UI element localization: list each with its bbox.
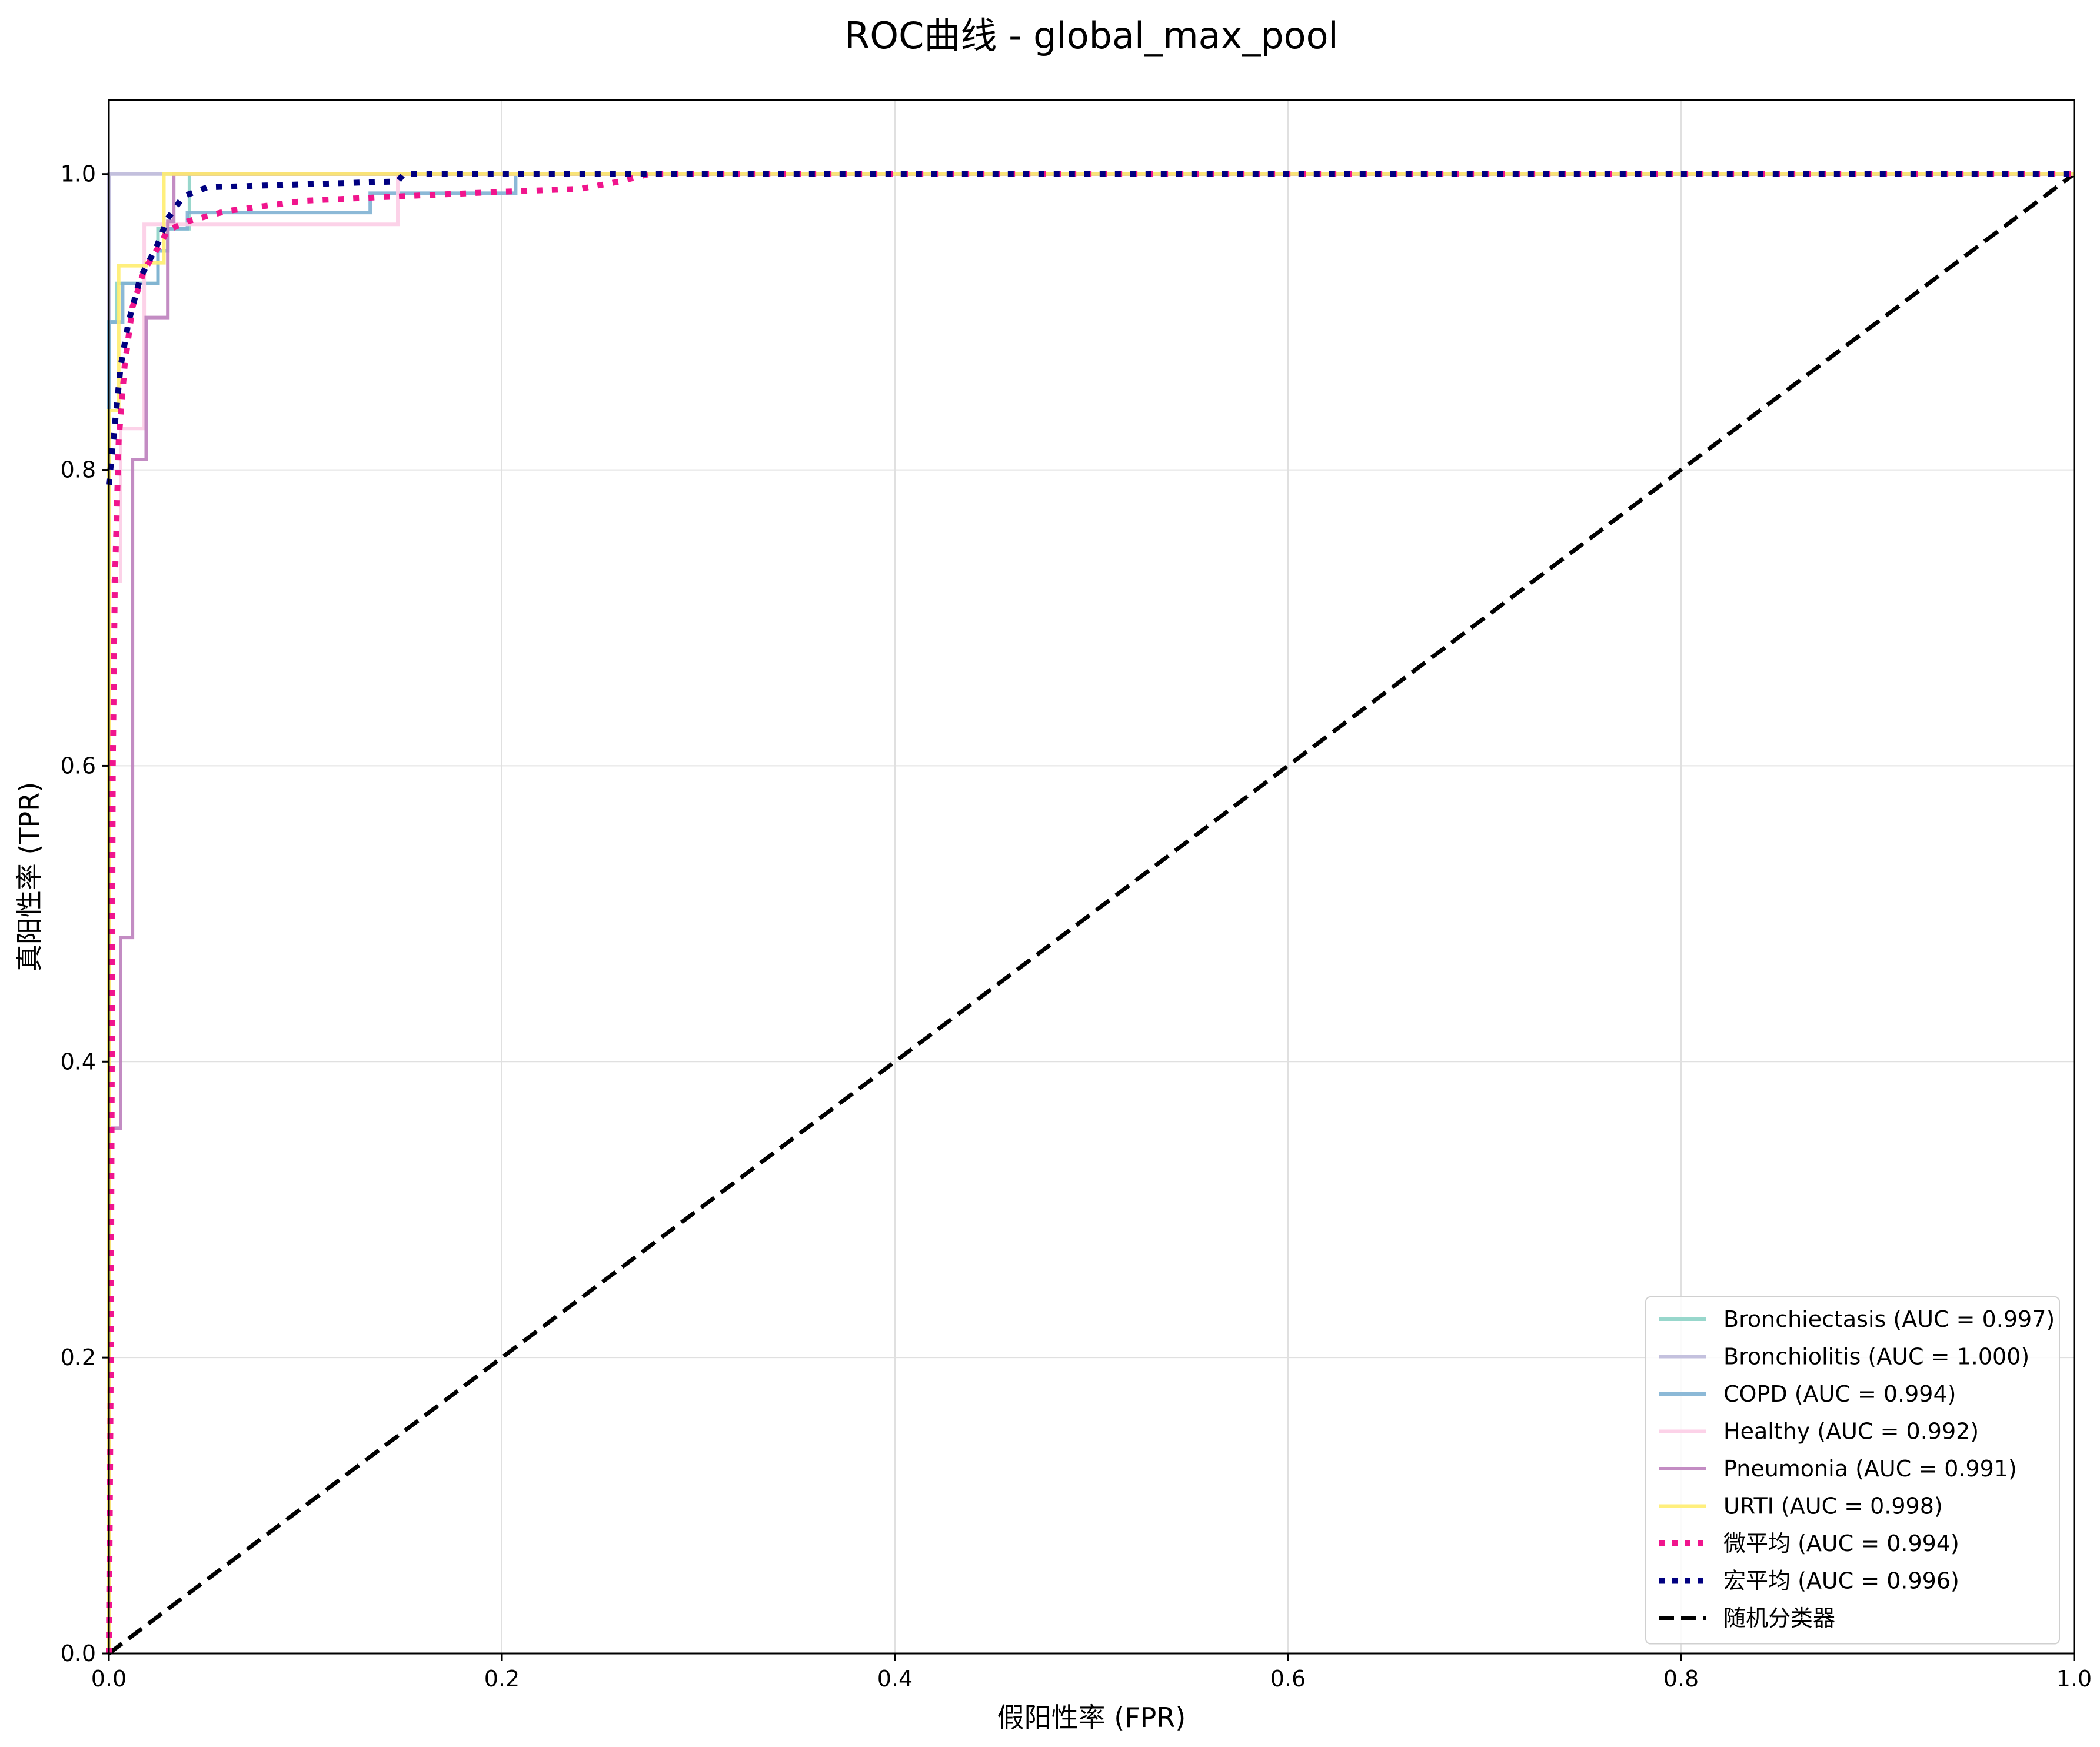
plot-frame — [108, 99, 2075, 1655]
reference-layer — [107, 172, 2076, 1655]
chart-title: ROC曲线 - global_max_pool — [844, 14, 1339, 57]
axis-ticks: 0.0 0.2 0.4 0.6 0.8 1.0 0.0 0.2 0.4 0.6 0.8 1.0 — [61, 161, 2092, 1692]
legend: Bronchiectasis (AUC = 0.997) Bronchioliti… — [1645, 1296, 2060, 1645]
legend-label: 宏平均 (AUC = 0.996) — [1723, 1568, 1959, 1594]
y-tick-label: 1.0 — [61, 161, 96, 187]
x-tick-label: 0.0 — [91, 1666, 127, 1692]
x-tick-label: 0.8 — [1663, 1666, 1699, 1692]
y-axis-label: 真阳性率 (TPR) — [14, 782, 45, 971]
legend-label: Bronchiectasis (AUC = 0.997) — [1723, 1306, 2055, 1332]
series-line-6 — [107, 172, 2074, 1653]
legend-label: Healthy (AUC = 0.992) — [1723, 1419, 1979, 1445]
legend-label: Pneumonia (AUC = 0.991) — [1723, 1456, 2017, 1482]
x-tick-label: 1.0 — [2056, 1666, 2092, 1692]
x-tick-label: 0.6 — [1270, 1666, 1306, 1692]
y-tick-label: 0.2 — [61, 1345, 96, 1370]
x-axis-label: 假阳性率 (FPR) — [997, 1702, 1186, 1733]
series-line-8 — [106, 171, 2074, 485]
legend-box — [1645, 1296, 2060, 1645]
y-tick-label: 0.8 — [61, 457, 96, 483]
y-tick-label: 0.4 — [61, 1049, 96, 1074]
y-tick-label: 0.6 — [61, 753, 96, 778]
series-line-9 — [107, 172, 2076, 1655]
legend-label: COPD (AUC = 0.994) — [1723, 1381, 1956, 1407]
x-tick-label: 0.4 — [877, 1666, 913, 1692]
legend-label: Bronchiolitis (AUC = 1.000) — [1723, 1344, 2029, 1370]
legend-label: URTI (AUC = 0.998) — [1723, 1493, 1943, 1519]
legend-label: 微平均 (AUC = 0.994) — [1723, 1530, 1959, 1556]
series-line-5 — [107, 172, 2074, 1653]
y-tick-label: 0.0 — [61, 1640, 96, 1666]
x-tick-label: 0.2 — [484, 1666, 520, 1692]
legend-label: 随机分类器 — [1723, 1605, 1835, 1631]
